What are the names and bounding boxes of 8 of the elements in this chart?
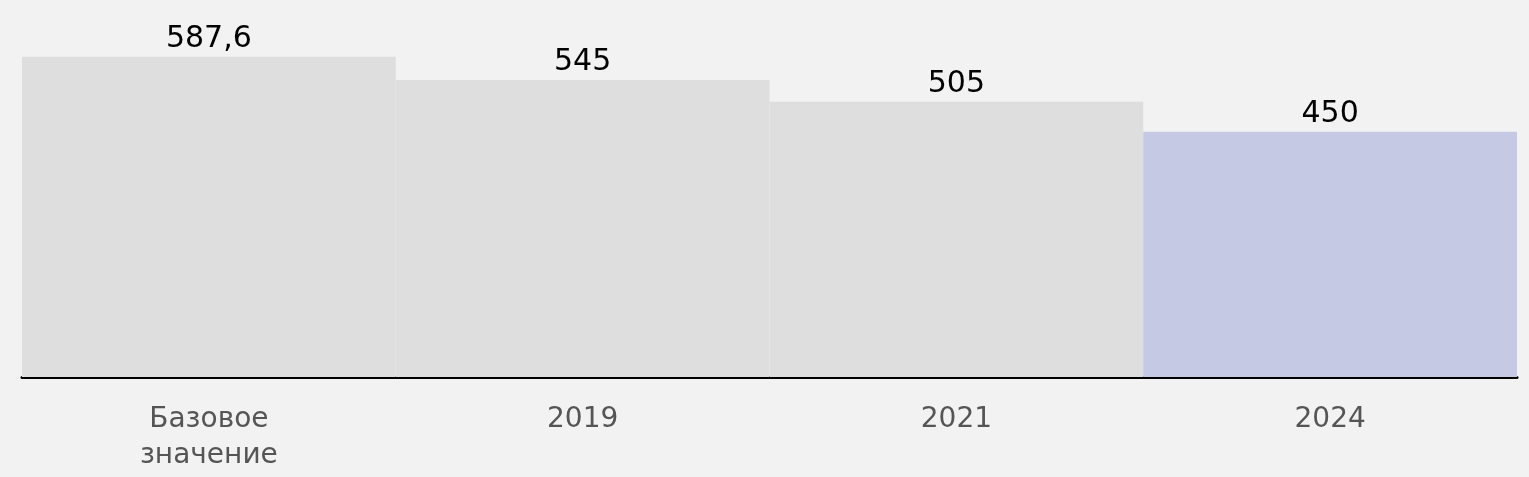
data-label: 545 [553, 42, 612, 78]
x-tick-label: 2024 [1294, 400, 1366, 434]
data-label: 450 [1301, 94, 1359, 130]
x-tick-label: 2019 [546, 400, 619, 434]
data-label: 587,6 [165, 19, 252, 55]
x-tick-label: 2021 [920, 400, 993, 434]
data-label: 505 [927, 64, 986, 100]
x-tick-label: Базовое значение [139, 400, 278, 470]
